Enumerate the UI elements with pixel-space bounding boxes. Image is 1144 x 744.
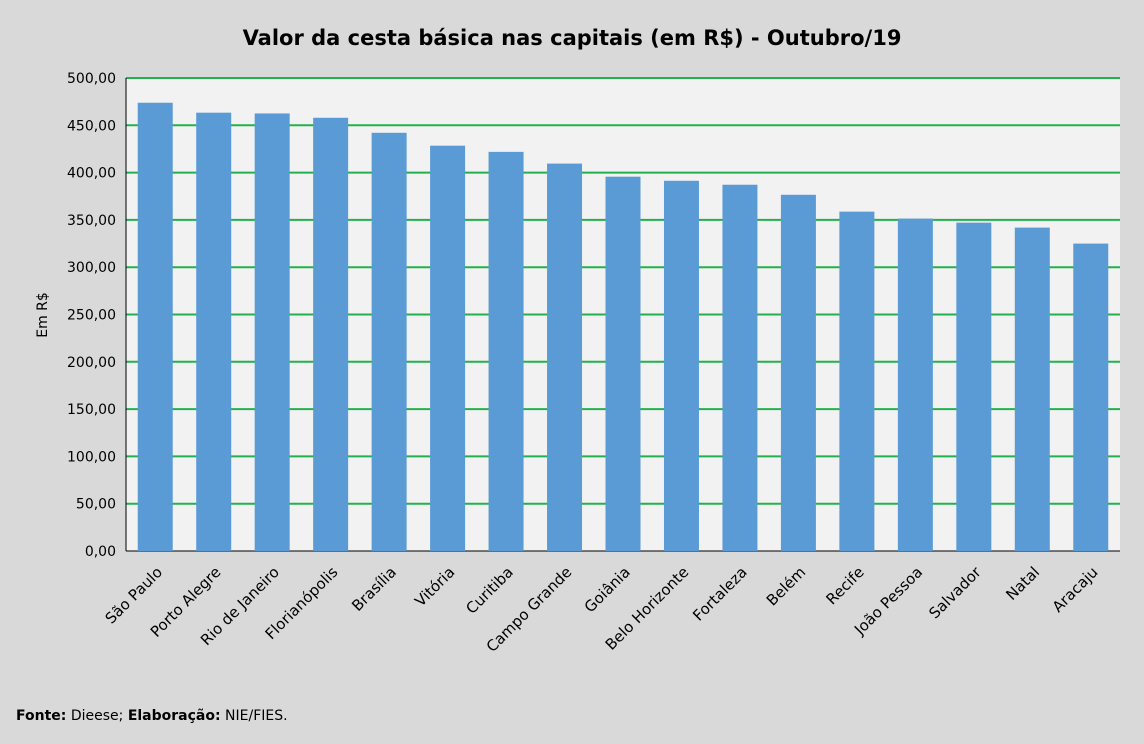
bar — [1073, 243, 1109, 552]
x-category-label: Fortaleza — [689, 563, 751, 625]
bar-chart: Valor da cesta básica nas capitais (em R… — [35, 26, 1120, 656]
source-value: Dieese; — [70, 708, 124, 724]
bar — [780, 194, 816, 552]
x-category-label: Salvador — [925, 563, 985, 623]
bar — [956, 222, 992, 551]
bar — [430, 145, 466, 552]
x-category-label: Belém — [763, 563, 809, 609]
source-label: Fonte: — [16, 708, 67, 724]
bar — [663, 180, 699, 551]
bar — [488, 151, 524, 551]
y-tick-label: 500,00 — [67, 71, 116, 87]
y-tick-label: 0,00 — [85, 544, 116, 560]
elaboration-value: NIE/FIES. — [225, 708, 288, 724]
x-category-label: Vitória — [411, 563, 458, 610]
elaboration-label: Elaboração: — [127, 708, 221, 724]
y-tick-label: 350,00 — [67, 213, 116, 229]
bar — [196, 112, 232, 551]
bar — [605, 176, 641, 552]
x-category-label: Aracaju — [1049, 563, 1102, 616]
x-category-label: Recife — [823, 563, 868, 608]
y-tick-label: 250,00 — [67, 308, 116, 324]
x-category-label: Curitiba — [462, 563, 517, 618]
y-tick-label: 400,00 — [67, 166, 116, 182]
y-tick-label: 150,00 — [67, 402, 116, 418]
bar — [897, 218, 933, 551]
bar — [547, 163, 583, 551]
x-category-label: Natal — [1002, 563, 1043, 604]
y-tick-label: 100,00 — [67, 449, 116, 465]
bar — [137, 102, 173, 551]
bar — [371, 132, 407, 552]
y-axis-label: Em R$ — [35, 292, 51, 338]
y-tick-label: 300,00 — [67, 260, 116, 276]
chart-title: Valor da cesta básica nas capitais (em R… — [243, 26, 902, 50]
bar — [839, 211, 875, 551]
bar — [313, 117, 349, 551]
bar — [722, 184, 758, 551]
x-category-label: Brasília — [348, 563, 400, 615]
x-category-label: Goiânia — [581, 563, 634, 616]
bar — [1014, 227, 1050, 551]
y-tick-label: 450,00 — [67, 118, 116, 134]
y-tick-label: 200,00 — [67, 355, 116, 371]
bar — [254, 113, 290, 551]
source-note: Fonte: Dieese; Elaboração: NIE/FIES. — [16, 708, 288, 724]
y-tick-label: 50,00 — [76, 497, 116, 513]
